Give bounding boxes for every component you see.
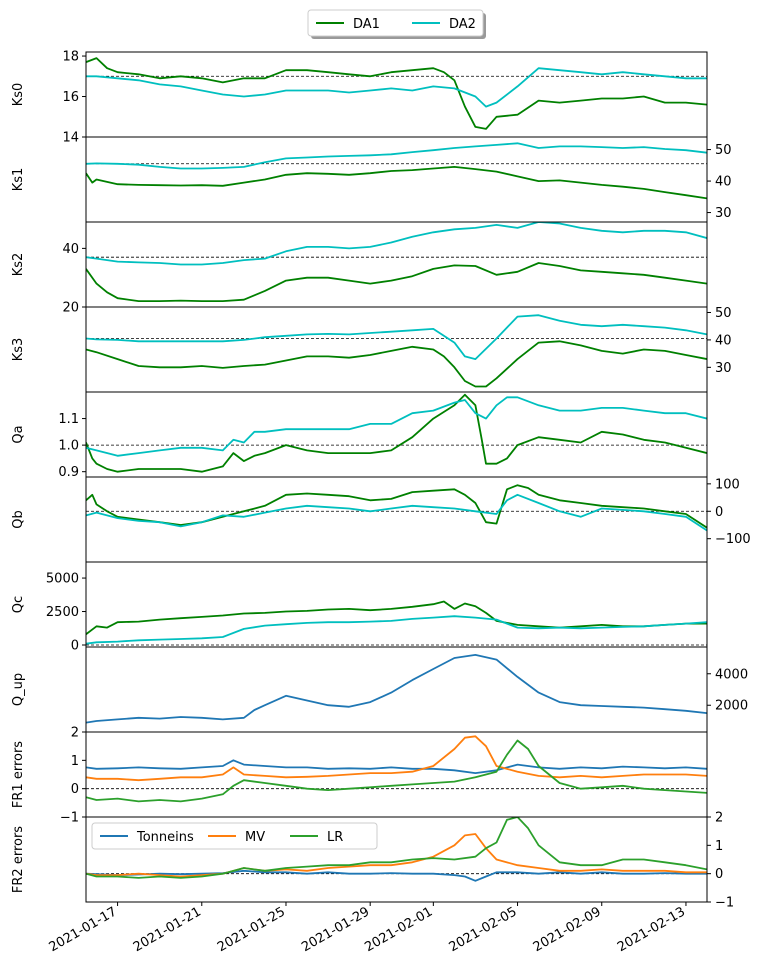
legend-da2-label: DA2 (449, 17, 476, 32)
series-mv (86, 833, 707, 878)
x-tick-label: 2021-02-05 (447, 904, 520, 955)
y-tick-label: 50 (715, 143, 732, 158)
series-da2 (86, 396, 707, 457)
series-da2 (86, 142, 707, 170)
y-axis-label: Ks0 (11, 83, 26, 107)
y-axis-label: Ks1 (11, 168, 26, 192)
legend-tonneins-label: Tonneins (136, 830, 194, 845)
series-q-up (86, 654, 707, 724)
x-tick-label: 2021-01-21 (131, 904, 204, 955)
series-da2 (86, 67, 707, 108)
x-axis: 2021-01-17 2021-01-21 2021-01-25 2021-01-29… (47, 902, 688, 955)
y-tick-label: 5000 (46, 572, 79, 587)
y-tick-label: −1 (715, 896, 734, 911)
series-tonneins (86, 759, 707, 774)
y-tick-label: 100 (715, 477, 740, 492)
y-tick-label: 1.0 (58, 439, 79, 454)
y-tick-label: 0 (715, 505, 723, 520)
series-da2 (86, 314, 707, 361)
series-da1 (86, 57, 707, 130)
y-axis-label: FR1 errors (11, 741, 26, 808)
y-tick-label: 2500 (46, 605, 79, 620)
panel-frame (85, 476, 708, 563)
series-da1 (86, 262, 707, 303)
series-lr (86, 817, 707, 879)
y-tick-label: 1 (71, 754, 79, 769)
series-da1 (86, 484, 707, 529)
legend-mv-label: MV (245, 830, 265, 845)
y-tick-label: 14 (62, 131, 79, 146)
series-lr (86, 739, 707, 803)
y-tick-label: 16 (62, 90, 79, 105)
y-axis-label: Ks2 (11, 253, 26, 277)
x-tick-label: 2021-01-17 (47, 904, 120, 955)
panel-frame (85, 816, 708, 903)
series-mv (86, 735, 707, 782)
y-tick-label: 40 (715, 175, 732, 190)
y-tick-label: 0 (715, 867, 723, 882)
x-tick-label: 2021-02-09 (531, 904, 604, 955)
top-legend-box (307, 9, 484, 37)
panel-qc: 0 2500 5000 Qc (11, 561, 708, 653)
y-tick-label: 30 (715, 361, 732, 376)
y-tick-label: 2000 (715, 699, 748, 714)
series-da2 (86, 615, 707, 645)
panel-fr2-errors: −1 0 1 2 FR2 errors (11, 811, 734, 911)
series-da2 (86, 493, 707, 532)
series-da1 (86, 340, 707, 388)
legend-da1-label: DA1 (353, 17, 380, 32)
y-tick-label: 40 (715, 333, 732, 348)
x-tick-label: 2021-02-13 (615, 904, 688, 955)
y-tick-label: 40 (62, 242, 79, 257)
panels-layer: 141618Ks0304050Ks12040Ks2304050Ks30.91.0… (11, 50, 751, 911)
y-axis-label: Qb (11, 510, 26, 528)
y-tick-label: 2 (715, 811, 723, 826)
panel-frame (85, 731, 708, 818)
y-tick-label: 30 (715, 206, 732, 221)
top-legend: DA1 DA2 (307, 9, 486, 39)
panel-ks2: 20 40 Ks2 (11, 221, 708, 316)
panel-ks0: 14 16 18 Ks0 (11, 50, 708, 146)
y-tick-label: 4000 (715, 667, 748, 682)
x-tick-label: 2021-01-25 (215, 904, 288, 955)
panel-ks3: 30 40 50 Ks3 (11, 306, 732, 393)
panel-ks1: 30 40 50 Ks1 (11, 136, 732, 223)
legend-lr-label: LR (327, 830, 343, 845)
panel-frame (85, 561, 708, 648)
panel-qb: −100 0 100 Qb (11, 476, 751, 563)
y-tick-label: 0.9 (58, 465, 79, 480)
y-tick-label: 2 (71, 726, 79, 741)
panel-frame (85, 391, 708, 478)
panel-frame (85, 136, 708, 223)
series-da2 (86, 222, 707, 266)
panel-q_up: 2000 4000 Q_up (11, 646, 748, 733)
y-tick-label: 50 (715, 306, 732, 321)
x-tick-label: 2021-01-29 (299, 904, 372, 955)
y-tick-label: 20 (62, 301, 79, 316)
y-tick-label: 1 (715, 839, 723, 854)
y-tick-label: 0 (71, 782, 79, 797)
panel-qa: 0.9 1.0 1.1 Qa (11, 391, 708, 480)
y-tick-label: 18 (62, 50, 79, 65)
y-axis-label: FR2 errors (11, 826, 26, 893)
series-da1 (86, 165, 707, 200)
y-tick-label: 1.1 (58, 412, 79, 427)
x-tick-label: 2021-02-01 (362, 904, 435, 955)
series-tonneins (86, 869, 707, 882)
y-tick-label: 0 (71, 638, 79, 653)
bottom-legend: Tonneins MV LR (91, 822, 378, 850)
y-tick-label: −100 (715, 532, 751, 547)
y-axis-label: Qc (11, 596, 26, 613)
series-da1 (86, 393, 707, 473)
y-axis-label: Q_up (11, 673, 26, 706)
series-da1 (86, 600, 707, 636)
y-axis-label: Ks3 (11, 338, 26, 362)
y-axis-label: Qa (11, 425, 26, 443)
y-tick-label: −1 (60, 811, 79, 826)
panel-frame (85, 51, 708, 138)
panel-fr1-errors: −1 0 1 2 FR1 errors (11, 726, 708, 826)
